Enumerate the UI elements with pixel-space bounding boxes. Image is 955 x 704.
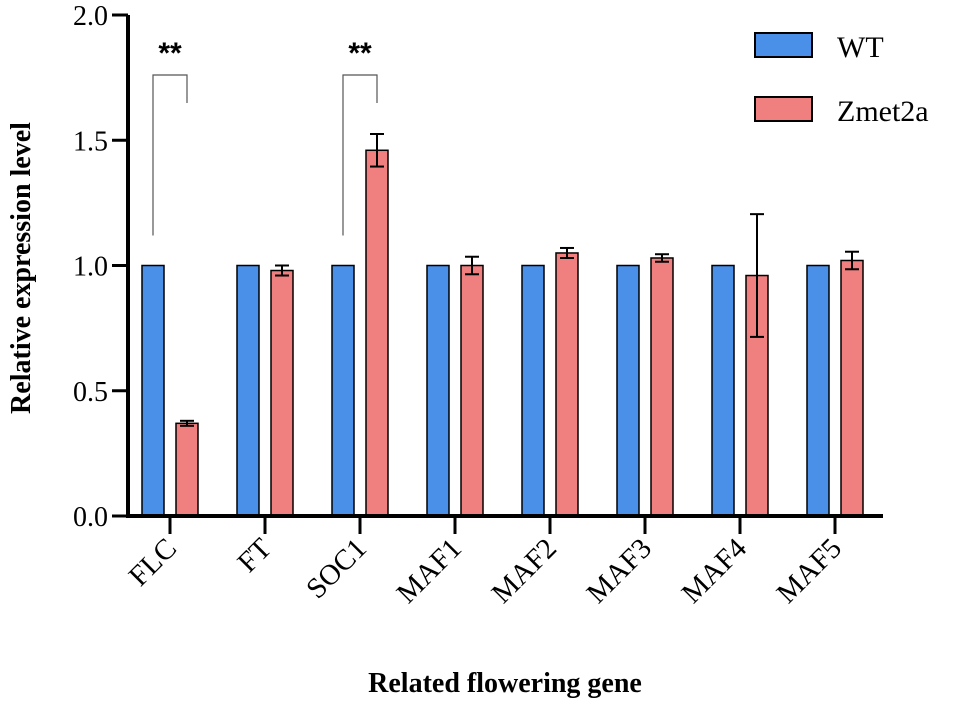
y-ticks-layer: 0.0 0.5 1.0 1.5 2.0 [73, 1, 128, 533]
bar-zmet2a-maf2 [555, 252, 579, 517]
error-bar-soc1 [370, 132, 384, 168]
error-bar-ft [275, 264, 289, 277]
bar-zmet2a-flc [175, 422, 199, 517]
error-bar-maf3 [655, 253, 669, 263]
x-axis-title: Related flowering gene [368, 668, 642, 699]
error-bars-layer [180, 132, 859, 427]
error-bar-maf5 [845, 250, 859, 271]
bar-wt-soc1 [331, 264, 355, 517]
significance-label-soc1: ** [348, 37, 372, 70]
x-tick-label-soc1: SOC1 [300, 532, 373, 605]
bar-wt-maf2 [521, 264, 545, 517]
bar-zmet2a-maf5 [840, 259, 864, 517]
bar-wt-flc [141, 264, 165, 517]
significance-layer: ** ** [152, 37, 378, 236]
bar-wt-maf5 [806, 264, 830, 517]
x-tick-label-flc: FLC [123, 532, 183, 592]
bar-zmet2a-maf1 [460, 264, 484, 517]
y-tick-label-1.5: 1.5 [73, 126, 108, 157]
y-tick-label-2.0: 2.0 [73, 1, 108, 32]
y-axis-title: Relative expression level [6, 122, 37, 414]
legend-swatch-wt [754, 32, 813, 58]
y-tick-label-0.5: 0.5 [73, 377, 108, 408]
bars-layer [141, 149, 864, 517]
legend-label-zmet2a: Zmet2a [837, 95, 929, 128]
x-ticks-layer: FLC FT SOC1 MAF1 MAF2 MAF3 MAF4 MAF5 [123, 516, 848, 610]
bar-wt-ft [236, 264, 260, 517]
x-tick-label-ft: FT [231, 532, 278, 579]
bar-wt-maf4 [711, 264, 735, 517]
legend-swatch-zmet2a [754, 96, 813, 122]
bar-zmet2a-maf3 [650, 257, 674, 517]
significance-bracket-flc: ** [152, 37, 188, 236]
error-bar-maf4 [750, 213, 764, 338]
bar-wt-maf3 [616, 264, 640, 517]
x-tick-label-maf1: MAF1 [391, 532, 468, 609]
error-bar-maf2 [560, 246, 574, 259]
legend-label-wt: WT [837, 31, 884, 64]
error-bar-flc [180, 419, 194, 427]
x-tick-label-maf2: MAF2 [486, 532, 563, 609]
x-tick-label-maf5: MAF5 [771, 532, 848, 609]
y-tick-label-0.0: 0.0 [73, 502, 108, 533]
x-tick-label-maf3: MAF3 [581, 532, 658, 609]
y-tick-label-1.0: 1.0 [73, 252, 108, 283]
significance-bracket-soc1: ** [342, 37, 378, 236]
bar-wt-maf1 [426, 264, 450, 517]
bar-zmet2a-soc1 [365, 149, 389, 517]
x-tick-label-maf4: MAF4 [676, 532, 754, 610]
bar-zmet2a-ft [270, 269, 294, 517]
legend: WT Zmet2a [754, 31, 929, 128]
error-bar-maf1 [465, 255, 479, 276]
significance-label-flc: ** [158, 37, 182, 70]
